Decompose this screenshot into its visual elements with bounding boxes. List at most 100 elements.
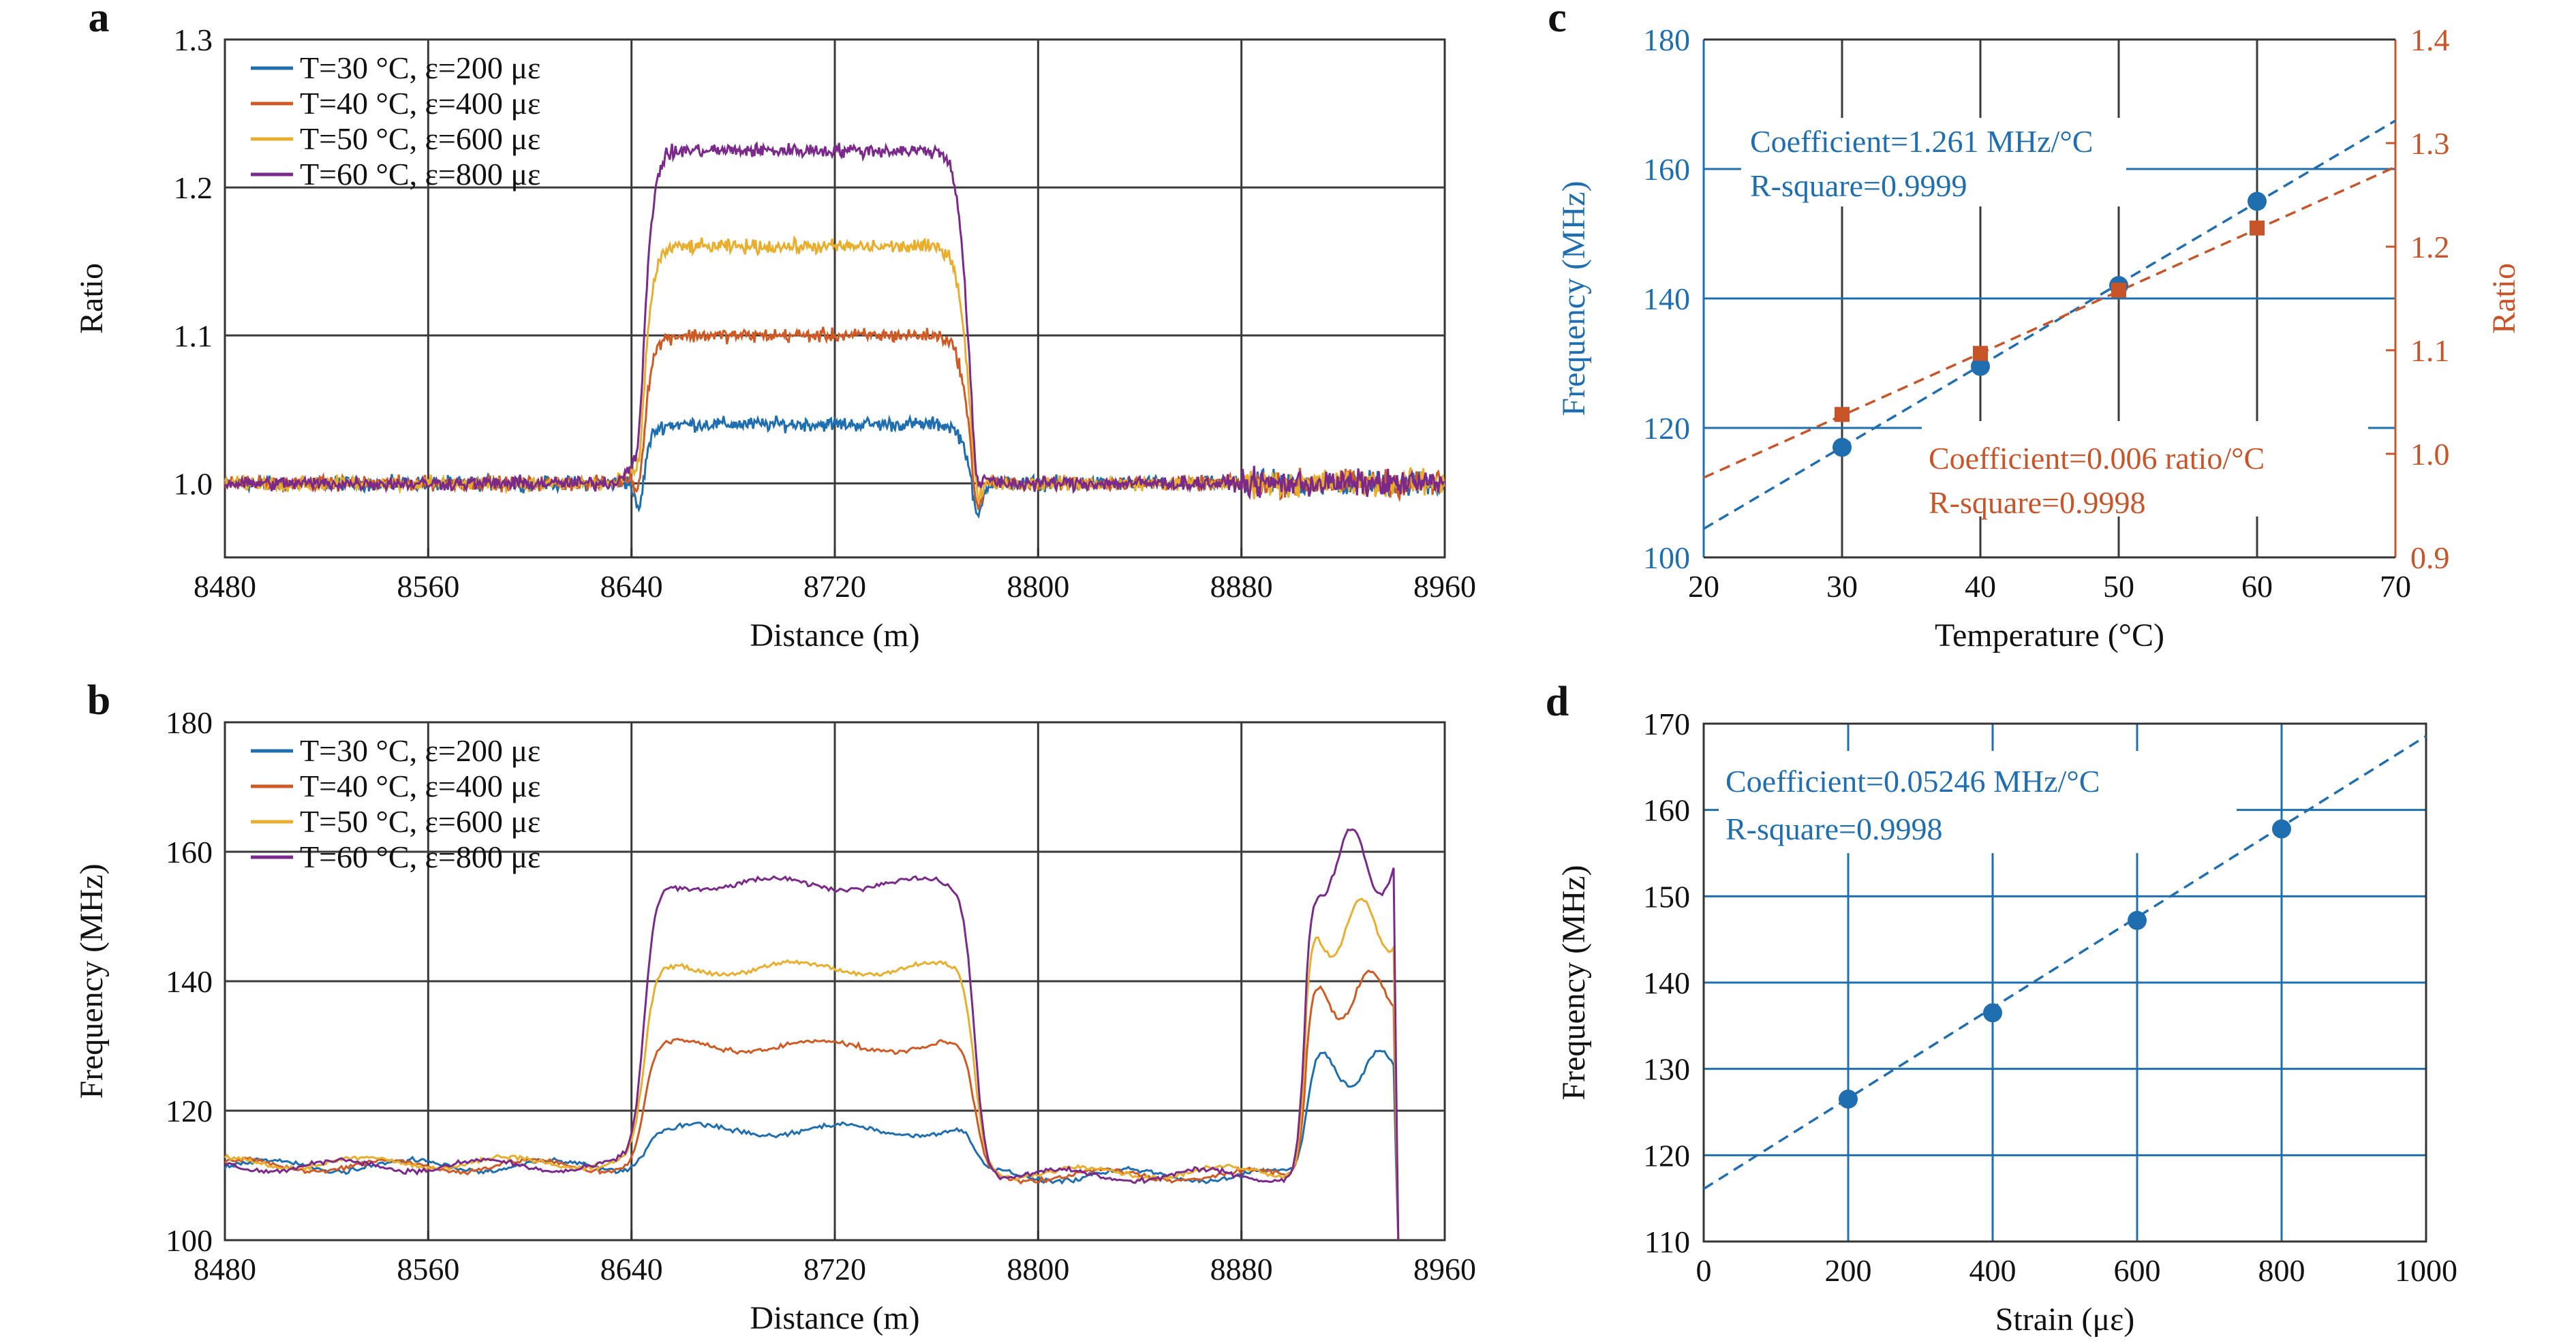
annotation-bg xyxy=(1922,421,2368,517)
y-right-tick-label: 1.0 xyxy=(2410,437,2450,472)
data-point-frequency xyxy=(1971,356,1990,376)
y-axis-label: Frequency (MHz) xyxy=(74,863,110,1098)
y-tick-label: 1.2 xyxy=(174,170,213,205)
data-point-ratio xyxy=(2111,282,2126,298)
x-tick-label: 800 xyxy=(2258,1253,2305,1288)
legend-entry-3: T=50 °C, ε=600 με xyxy=(300,121,540,156)
fit-line-ratio xyxy=(1703,166,2396,479)
y-tick-label: 120 xyxy=(166,1094,213,1128)
x-tick-label: 8560 xyxy=(397,569,459,604)
x-tick-label: 400 xyxy=(1969,1253,2017,1288)
y-tick-label: 180 xyxy=(166,705,213,740)
x-tick-label: 8480 xyxy=(194,1252,256,1286)
data-point xyxy=(2272,819,2291,839)
y-axis-label: Frequency (MHz) xyxy=(1556,865,1592,1100)
y-tick-label: 140 xyxy=(166,964,213,999)
y-tick-label: 1.1 xyxy=(174,318,213,353)
x-tick-label: 8640 xyxy=(600,1252,663,1286)
y-tick-label: 120 xyxy=(1643,1138,1690,1173)
y-tick-label: 130 xyxy=(1643,1052,1690,1087)
x-tick-label: 8720 xyxy=(803,569,866,604)
x-tick-label: 8560 xyxy=(397,1252,459,1286)
x-axis-label: Distance (m) xyxy=(750,1300,919,1336)
y-tick-label: 160 xyxy=(1643,793,1690,828)
series-line-4 xyxy=(224,828,1400,1241)
x-tick-label: 50 xyxy=(2103,569,2134,604)
panel-label: c xyxy=(1548,0,1567,41)
y-tick-label: 140 xyxy=(1643,966,1690,1000)
fit-line xyxy=(1703,735,2427,1190)
annotation-frequency-rsquare: R-square=0.9999 xyxy=(1750,168,1967,203)
panel-b: 8480 8560 8640 8720 8800 8880 8960 100 120 140 160… xyxy=(74,677,1476,1336)
y-tick-label: 150 xyxy=(1643,879,1690,914)
legend-entry-2: T=40 °C, ε=400 με xyxy=(300,86,540,121)
x-tick-label: 8880 xyxy=(1210,1252,1273,1286)
annotation-ratio-coefficient: Coefficient=0.006 ratio/°C xyxy=(1929,441,2265,476)
annotation-frequency-coefficient: Coefficient=1.261 MHz/°C xyxy=(1750,124,2093,159)
y-right-tick-label: 0.9 xyxy=(2410,540,2450,575)
y-left-tick-label: 120 xyxy=(1643,411,1690,446)
fit-line-frequency xyxy=(1703,119,2396,530)
x-tick-label: 8960 xyxy=(1413,569,1476,604)
x-tick-label: 30 xyxy=(1826,569,1858,604)
x-tick-label: 8960 xyxy=(1413,1252,1476,1286)
data-point-ratio xyxy=(2250,220,2265,236)
data-point-frequency xyxy=(2248,191,2267,211)
plot-area xyxy=(1702,722,2427,1243)
data-point-frequency xyxy=(1833,437,1852,457)
y-left-tick-label: 180 xyxy=(1643,22,1690,57)
x-tick-label: 600 xyxy=(2114,1253,2161,1288)
legend-entry-4: T=60 °C, ε=800 με xyxy=(300,157,540,191)
panel-label: d xyxy=(1546,679,1569,725)
x-tick-label: 70 xyxy=(2380,569,2411,604)
x-tick-label: 1000 xyxy=(2395,1253,2457,1288)
x-tick-label: 8480 xyxy=(194,569,256,604)
x-axis-label: Strain (με) xyxy=(1995,1301,2135,1338)
y-tick-label: 100 xyxy=(166,1223,213,1258)
y-right-tick-label: 1.2 xyxy=(2410,230,2450,264)
x-axis-label: Temperature (°C) xyxy=(1935,617,2164,653)
y-right-axis-label: Ratio xyxy=(2486,263,2522,334)
x-tick-label: 8800 xyxy=(1007,1252,1069,1286)
annotation-coefficient: Coefficient=0.05246 MHz/°C xyxy=(1726,764,2100,799)
y-tick-label: 1.0 xyxy=(174,466,213,501)
data-point xyxy=(2128,910,2147,930)
y-right-tick-label: 1.1 xyxy=(2410,333,2450,368)
panel-label: a xyxy=(89,0,110,41)
annotation-rsquare: R-square=0.9998 xyxy=(1726,812,1943,846)
data-point xyxy=(1983,1003,2002,1023)
y-axis-label: Ratio xyxy=(74,263,110,334)
annotation-bg xyxy=(1719,751,2237,853)
data-point-ratio xyxy=(1835,407,1850,422)
legend-entry-1: T=30 °C, ε=200 με xyxy=(300,733,540,768)
legend: T=30 °C, ε=200 μεT=40 °C, ε=400 μεT=50 °… xyxy=(251,733,540,874)
data-point xyxy=(1839,1090,1858,1109)
panel-d: 0 200 400 600 800 1000 110 120 130 140 150 160 170 Co… xyxy=(1546,679,2457,1338)
x-tick-label: 200 xyxy=(1825,1253,1872,1288)
legend-entry-2: T=40 °C, ε=400 με xyxy=(300,769,540,803)
x-axis-label: Distance (m) xyxy=(750,617,919,653)
y-left-tick-label: 140 xyxy=(1643,281,1690,316)
x-tick-label: 60 xyxy=(2241,569,2273,604)
annotation-bg xyxy=(1741,118,2126,206)
y-left-tick-label: 100 xyxy=(1643,540,1690,575)
x-tick-label: 0 xyxy=(1696,1253,1712,1288)
x-tick-label: 8880 xyxy=(1210,569,1273,604)
y-left-tick-label: 160 xyxy=(1643,152,1690,187)
annotation-ratio-rsquare: R-square=0.9998 xyxy=(1929,485,2146,520)
panel-label: b xyxy=(87,677,110,724)
x-tick-label: 8800 xyxy=(1007,569,1069,604)
legend: T=30 °C, ε=200 μεT=40 °C, ε=400 μεT=50 °… xyxy=(251,50,540,191)
x-tick-label: 8640 xyxy=(600,569,663,604)
legend-entry-1: T=30 °C, ε=200 με xyxy=(300,50,540,85)
x-tick-label: 40 xyxy=(1965,569,1996,604)
y-right-tick-label: 1.3 xyxy=(2410,126,2450,161)
y-right-tick-label: 1.4 xyxy=(2410,22,2450,57)
legend-entry-3: T=50 °C, ε=600 με xyxy=(300,804,540,839)
series-line-1 xyxy=(224,1049,1400,1241)
series-line-4 xyxy=(224,141,1445,500)
panel-c: 20 30 40 50 60 70 100 120 140 160 180 0.9 1.0 1.1 1.2 1… xyxy=(1548,0,2522,653)
y-tick-label: 1.3 xyxy=(174,22,213,57)
data-point-ratio xyxy=(1973,345,1988,361)
